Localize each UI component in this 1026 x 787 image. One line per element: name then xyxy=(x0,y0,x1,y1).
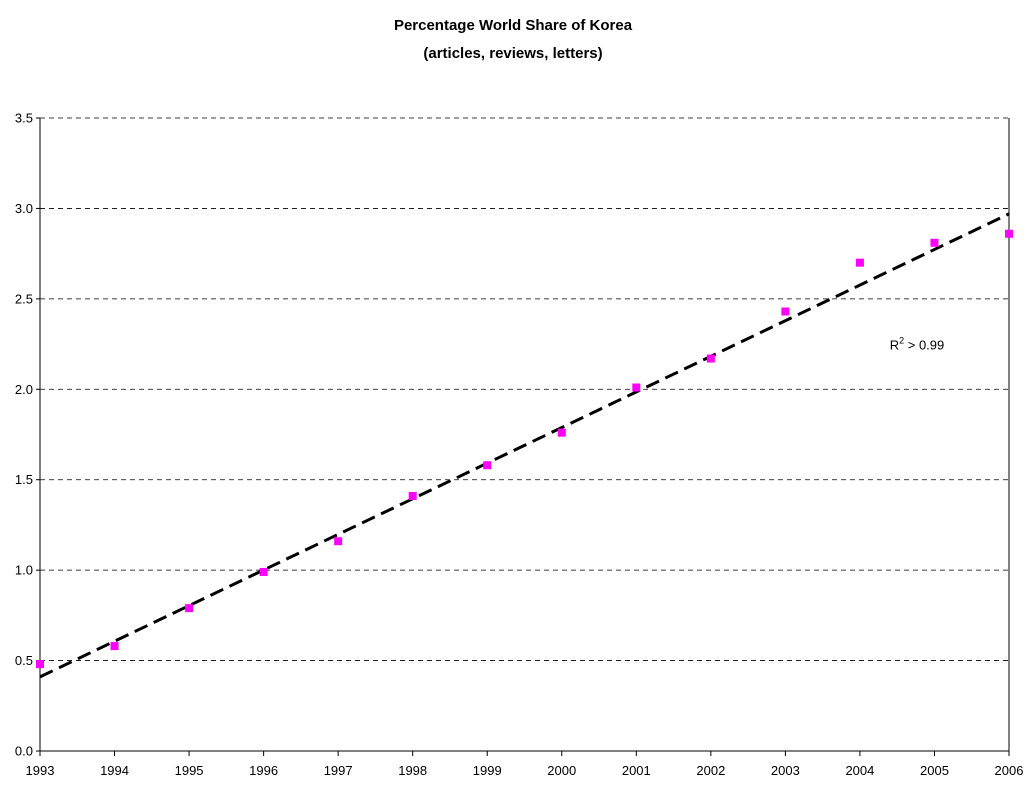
trendline xyxy=(39,212,1010,679)
x-tick-label: 1999 xyxy=(473,763,502,778)
axes xyxy=(39,118,1010,752)
x-tick-label: 1995 xyxy=(175,763,204,778)
x-tick-label: 2000 xyxy=(547,763,576,778)
y-tick-label: 0.5 xyxy=(15,653,33,668)
data-point-2005 xyxy=(930,238,939,247)
data-point-1997 xyxy=(334,537,343,546)
chart-subtitle: (articles, reviews, letters) xyxy=(423,45,602,62)
data-point-1995 xyxy=(185,604,194,613)
y-tick-label: 3.5 xyxy=(15,111,33,126)
x-axis-ticks: 1993 1994 1995 1996 1997 1998 1999 2000 2001 2002… xyxy=(26,751,1024,778)
x-tick-label: 2003 xyxy=(771,763,800,778)
r-squared-annotation: R2 > 0.99 xyxy=(890,335,945,352)
x-tick-label: 2001 xyxy=(622,763,651,778)
data-point-1993 xyxy=(36,660,44,669)
y-tick-label: 1.5 xyxy=(15,472,33,487)
data-point-2000 xyxy=(557,428,566,437)
y-tick-label: 0.0 xyxy=(15,744,33,759)
data-point-2003 xyxy=(781,307,790,316)
data-point-1998 xyxy=(408,491,417,500)
x-tick-label: 1996 xyxy=(249,763,278,778)
trendline-group xyxy=(39,212,1010,679)
data-point-2006 xyxy=(1005,229,1013,238)
x-tick-label: 2005 xyxy=(920,763,949,778)
data-point-1994 xyxy=(110,642,119,651)
x-tick-label: 1997 xyxy=(324,763,353,778)
y-tick-label: 3.0 xyxy=(15,201,33,216)
y-tick-label: 2.0 xyxy=(15,382,33,397)
x-tick-label: 2006 xyxy=(995,763,1024,778)
x-tick-label: 1998 xyxy=(398,763,427,778)
x-tick-label: 1994 xyxy=(100,763,129,778)
x-tick-label: 2004 xyxy=(845,763,874,778)
y-tick-label: 2.5 xyxy=(15,291,33,306)
data-point-2002 xyxy=(706,354,715,363)
data-point-2001 xyxy=(632,383,641,392)
chart-title: Percentage World Share of Korea xyxy=(394,17,633,34)
y-tick-label: 1.0 xyxy=(15,563,33,578)
y-axis-ticks: 0.0 0.5 1.0 1.5 2.0 2.5 3.0 3.5 xyxy=(15,111,40,759)
x-tick-label: 2002 xyxy=(696,763,725,778)
gridlines xyxy=(40,117,1009,661)
x-tick-label: 1993 xyxy=(26,763,55,778)
data-point-1999 xyxy=(483,461,492,470)
data-point-1996 xyxy=(259,567,268,576)
annotation-group: R2 > 0.99 xyxy=(890,335,945,352)
data-points xyxy=(36,229,1013,669)
data-point-2004 xyxy=(855,258,864,267)
